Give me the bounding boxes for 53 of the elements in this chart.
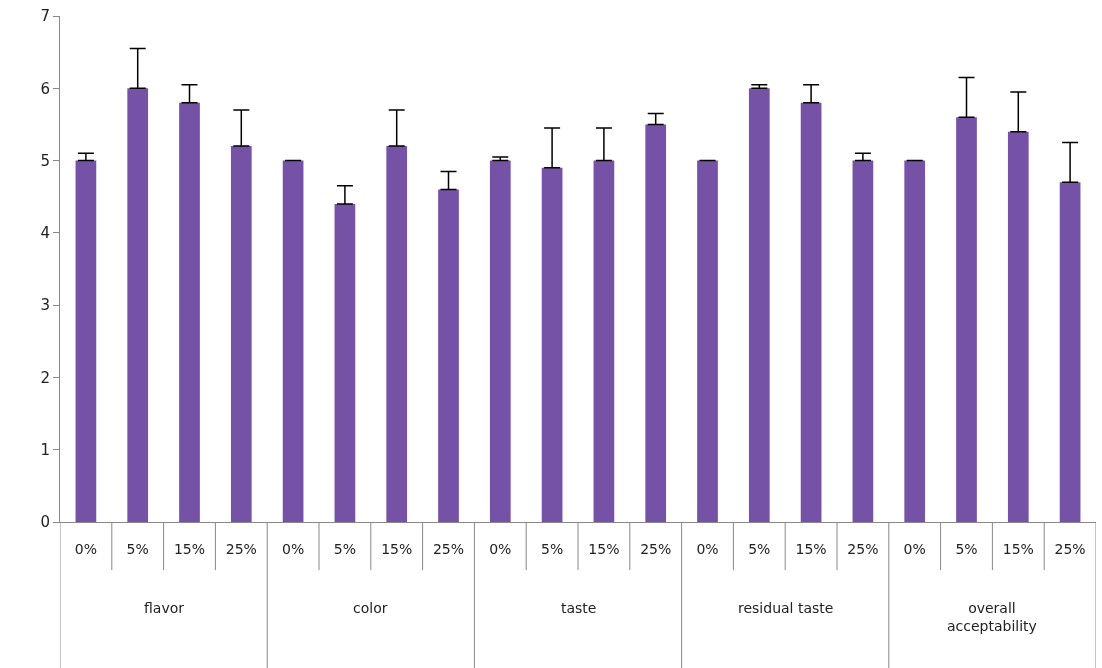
bar (334, 203, 356, 522)
x-tick-label: 0% (281, 540, 305, 557)
x-tick-label: 0% (489, 540, 512, 557)
x-tick-label: 25% (1054, 540, 1086, 557)
bar (282, 160, 304, 522)
y-tick-label: 5 (40, 151, 50, 170)
bar (645, 124, 667, 522)
y-tick-label: 7 (40, 7, 50, 26)
x-tick-label: 15% (381, 540, 413, 557)
x-tick-label: 25% (847, 540, 879, 557)
bar (800, 102, 822, 522)
x-tick-label: 15% (1002, 540, 1034, 557)
x-tick-label: 5% (748, 540, 771, 557)
x-tick-label: 25% (432, 540, 465, 557)
bar (127, 88, 149, 522)
x-tick-label: 25% (225, 540, 257, 557)
y-tick-label: 6 (40, 79, 50, 98)
x-tick-label: 15% (588, 540, 620, 557)
y-tick-label: 2 (40, 368, 50, 387)
x-tick-label: 15% (173, 540, 206, 557)
bar (75, 160, 97, 522)
bar (697, 160, 718, 522)
bar (852, 160, 874, 522)
x-tick-label: 0% (74, 540, 98, 557)
bar (593, 160, 615, 522)
x-tick-label: 25% (640, 540, 672, 557)
y-tick-label: 0 (40, 513, 50, 532)
x-tick-label: 0% (696, 540, 719, 557)
bar (956, 117, 977, 522)
bar (179, 102, 200, 522)
text: color (353, 600, 388, 616)
x-tick-label: 5% (333, 540, 357, 557)
x-tick-label: 5% (955, 540, 978, 557)
bar (748, 88, 770, 522)
bar (541, 167, 563, 522)
bar (386, 146, 408, 522)
bar (1007, 131, 1029, 522)
text: residual taste (738, 600, 834, 616)
bar (1059, 182, 1081, 522)
text: taste (561, 600, 597, 616)
y-tick-label: 1 (40, 440, 50, 459)
bar (489, 160, 511, 522)
bar (438, 189, 459, 522)
x-tick-label: 15% (795, 540, 827, 557)
x-tick-label: 5% (540, 540, 564, 557)
y-tick-label: 3 (40, 296, 50, 315)
x-tick-label: 5% (126, 540, 149, 557)
x-tick-label: 0% (903, 540, 926, 557)
bar (904, 160, 926, 522)
bar (230, 146, 252, 522)
y-tick-label: 4 (40, 224, 50, 243)
text: overall acceptability (947, 600, 1037, 635)
text: flavor (144, 600, 185, 616)
